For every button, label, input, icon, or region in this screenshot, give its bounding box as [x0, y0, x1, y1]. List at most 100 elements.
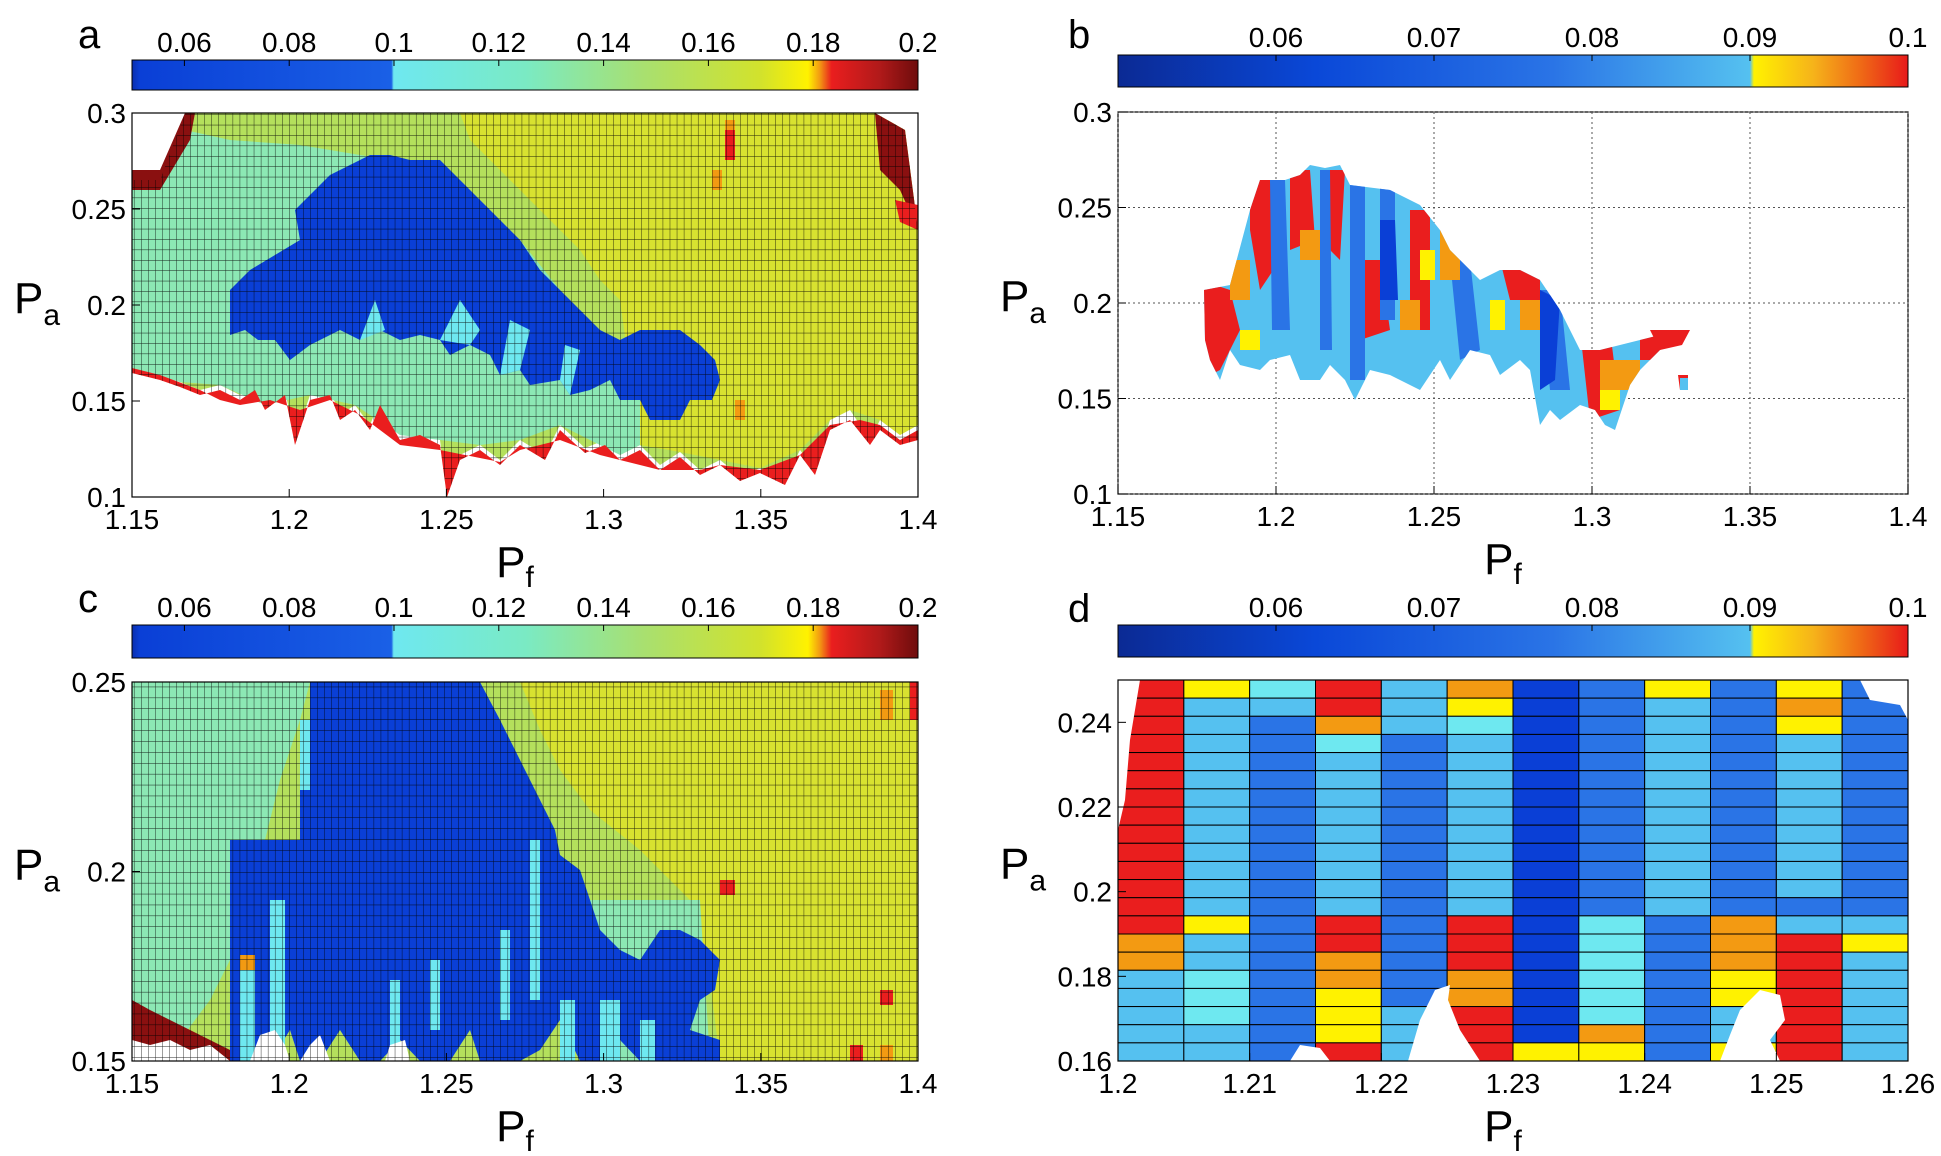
heatmap-cell: [1644, 897, 1711, 917]
heatmap-cell: [1446, 860, 1514, 881]
heatmap-cell: [1710, 752, 1777, 772]
heatmap-cell: [1380, 897, 1448, 917]
heatmap-cell: [1578, 733, 1646, 754]
heatmap-cell: [1841, 933, 1909, 953]
heatmap-cell: [1446, 824, 1514, 844]
y-tick-label: 0.3: [87, 98, 126, 129]
heatmap-cell: [1315, 752, 1382, 772]
heatmap-cell: [1775, 897, 1843, 917]
colorbar-tick-label: 0.09: [1723, 592, 1778, 623]
x-tick-label: 1.22: [1354, 1068, 1409, 1099]
x-tick-label: 1.23: [1486, 1068, 1541, 1099]
heatmap-cell: [1578, 842, 1646, 862]
heatmap-cell: [1512, 915, 1580, 935]
heatmap-cell: [1315, 987, 1382, 1008]
heatmap-cell: [1183, 951, 1251, 971]
heatmap-cell: [1249, 806, 1316, 826]
heatmap-cell: [1183, 788, 1251, 808]
heatmap-cell: [1183, 987, 1251, 1008]
x-tick-label: 1.2: [270, 504, 309, 535]
heatmap-cell: [1380, 770, 1448, 790]
y-axis-label-main: P: [1000, 272, 1029, 321]
colorbar-tick-label: 0.08: [1565, 22, 1620, 53]
heatmap-cell: [1249, 951, 1316, 971]
heatmap-cell: [1380, 715, 1448, 735]
heatmap-cell: [1644, 987, 1711, 1008]
x-tick-label: 1.15: [105, 504, 160, 535]
heatmap-cell: [1512, 879, 1580, 899]
heatmap-cell: [1578, 770, 1646, 790]
heatmap-cell: [1249, 987, 1316, 1008]
colorbar-tick-label: 0.08: [1565, 592, 1620, 623]
heatmap-cell: [1446, 915, 1514, 935]
heatmap-cell: [1775, 915, 1843, 935]
colorbar-b: 0.06 0.07 0.08 0.09 0.1: [1117, 22, 1928, 88]
heatmap-cell: [1249, 879, 1316, 899]
x-tick-label: 1.21: [1222, 1068, 1277, 1099]
x-tick-label: 1.24: [1617, 1068, 1672, 1099]
heatmap-cell: [1644, 969, 1711, 989]
heatmap-cell: [1841, 842, 1909, 862]
colorbar-tick-label: 0.07: [1407, 22, 1462, 53]
colorbar-tick-label: 0.06: [1249, 592, 1304, 623]
heatmap-cell: [1578, 860, 1646, 881]
heatmap-cell: [1315, 806, 1382, 826]
heatmap-cell: [1315, 915, 1382, 935]
y-tick-label: 0.24: [1058, 707, 1113, 738]
heatmap-cell: [1249, 733, 1316, 754]
heatmap-cell: [1578, 679, 1646, 699]
x-tick-label: 1.26: [1881, 1068, 1936, 1099]
heatmap-cell: [1841, 788, 1909, 808]
colorbar-tick-label: 0.08: [262, 592, 317, 623]
x-tick-label: 1.2: [1099, 1068, 1138, 1099]
heatmap-cell: [1117, 1006, 1185, 1026]
heatmap-cell: [1578, 697, 1646, 717]
heatmap-cell: [1183, 715, 1251, 735]
colorbar-tick-label: 0.12: [472, 27, 527, 58]
heatmap-cell: [1710, 897, 1777, 917]
heatmap-cell: [1183, 969, 1251, 989]
heatmap-cell: [1315, 897, 1382, 917]
y-axis-label-main: P: [14, 274, 43, 323]
heatmap-cell: [1578, 806, 1646, 826]
y-axis-label-sub: a: [43, 299, 60, 332]
colorbar-tick-label: 0.18: [786, 592, 841, 623]
x-tick-label: 1.25: [1407, 501, 1462, 532]
heatmap-cell: [1117, 915, 1185, 935]
heatmap-cell: [1644, 752, 1711, 772]
heatmap-cell: [1841, 879, 1909, 899]
heatmap-cell: [1183, 860, 1251, 881]
heatmap-cell: [1249, 969, 1316, 989]
heatmap-cell: [1841, 969, 1909, 989]
heatmap-cell: [1380, 879, 1448, 899]
x-axis-label-main: P: [1484, 1102, 1513, 1151]
x-tick-label: 1.3: [584, 1068, 623, 1099]
y-tick-label: 0.25: [72, 194, 127, 225]
heatmap-cell: [1183, 697, 1251, 717]
heatmap-cell: [1183, 915, 1251, 935]
heatmap-cell: [1380, 697, 1448, 717]
heatmap-cell: [1315, 824, 1382, 844]
heatmap-cell: [1841, 733, 1909, 754]
heatmap-cell: [1710, 842, 1777, 862]
heatmap-cell: [1117, 951, 1185, 971]
heatmap-cell: [1841, 824, 1909, 844]
heatmap-cell: [1578, 987, 1646, 1008]
y-tick-label: 0.1: [1073, 479, 1112, 510]
heatmap-cell: [1710, 915, 1777, 935]
panel-label-c: c: [78, 577, 98, 621]
heatmap-cell: [1183, 824, 1251, 844]
heatmap-cell: [1841, 1006, 1909, 1026]
y-axis-label: Pa: [14, 841, 60, 899]
y-tick-label: 0.15: [72, 1046, 127, 1077]
colorbar-tick-label: 0.1: [1889, 22, 1928, 53]
heatmap-cell: [1446, 733, 1514, 754]
x-axis-label-sub: f: [1514, 1125, 1523, 1156]
heatmap-cell: [1578, 752, 1646, 772]
heatmap-cell: [1380, 969, 1448, 989]
heatmap-cell: [1710, 770, 1777, 790]
heatmap-cell: [1841, 915, 1909, 935]
heatmap-cell: [1512, 951, 1580, 971]
heatmap-cell: [1644, 697, 1711, 717]
